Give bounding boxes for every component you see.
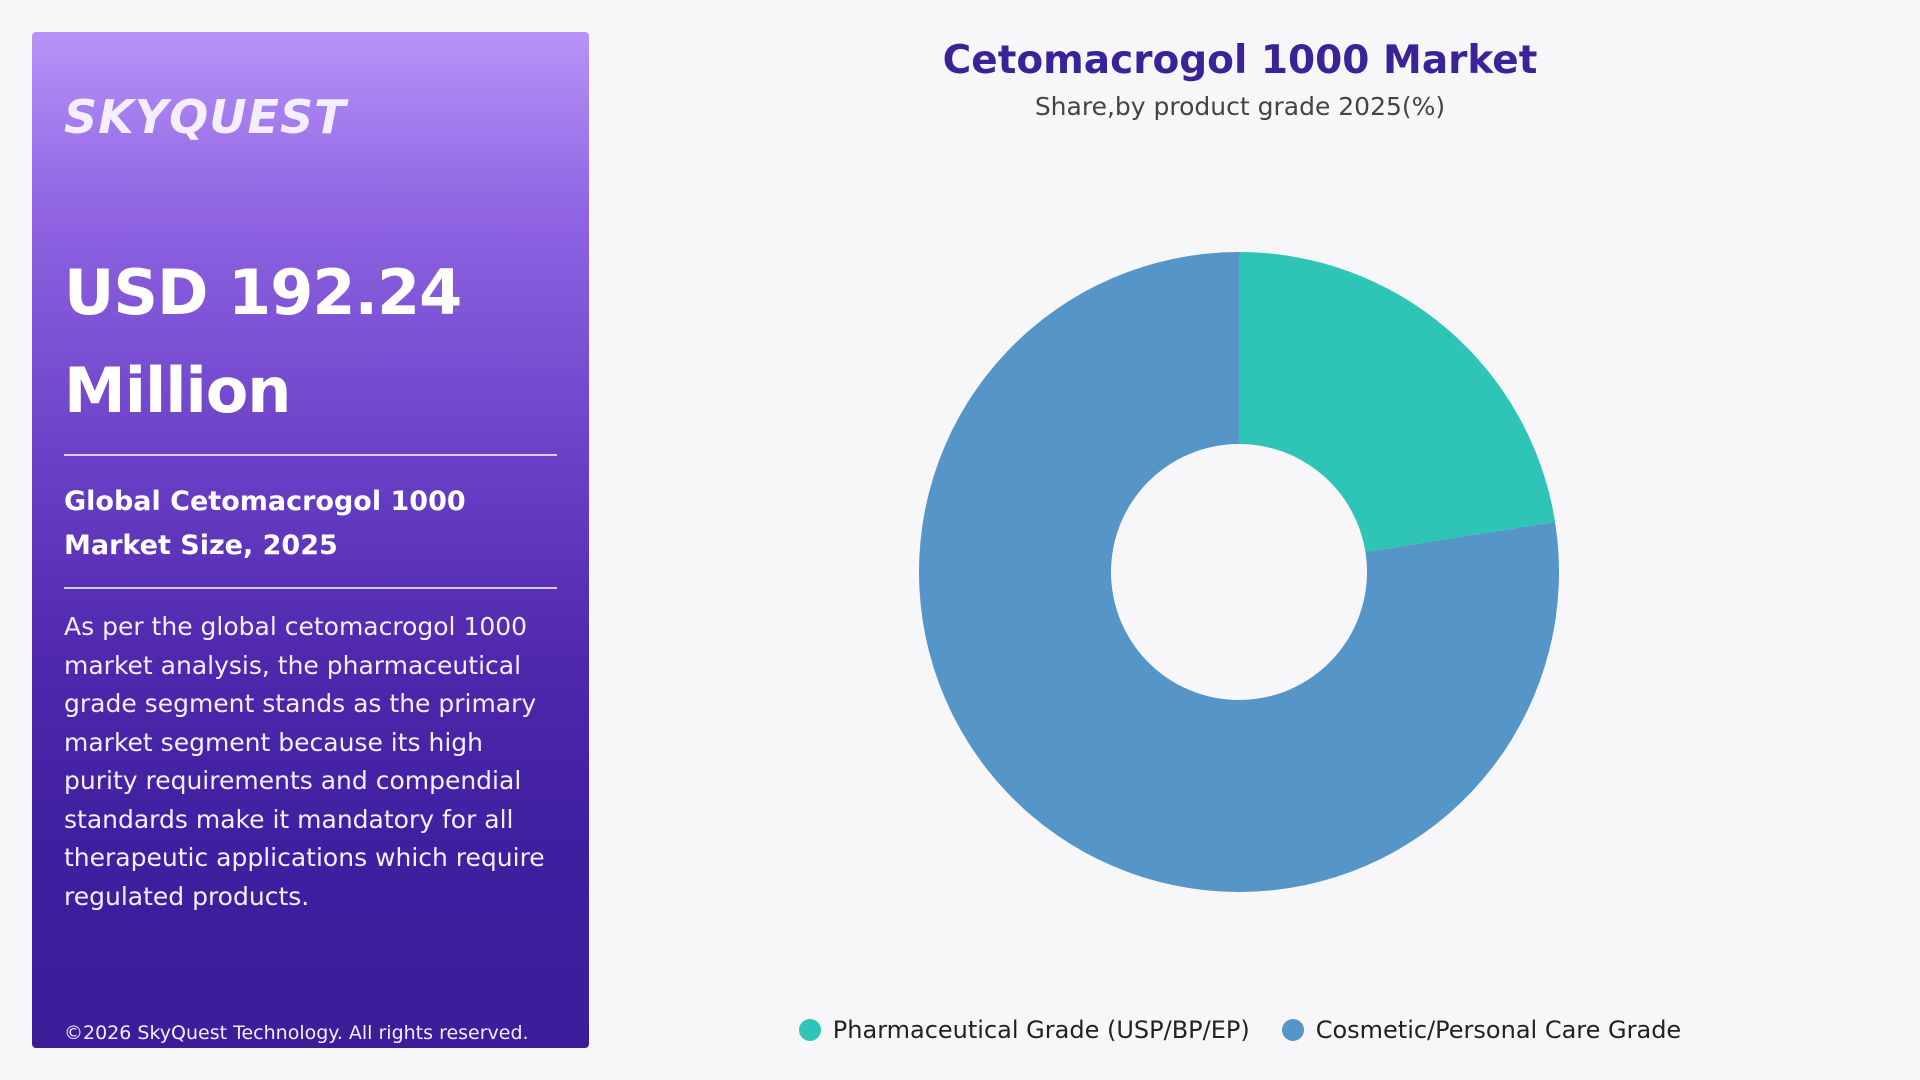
legend-swatch-1: [798, 1019, 821, 1041]
donut-slice-2: [919, 252, 1559, 893]
copyright-notice: ©2026 SkyQuest Technology. All rights re…: [64, 1022, 529, 1044]
chart-legend: Pharmaceutical Grade (USP/BP/EP) Cosmetic…: [640, 1016, 1840, 1044]
legend-item-2: Cosmetic/Personal Care Grade: [1281, 1016, 1682, 1044]
donut-slice-1: [1239, 252, 1556, 552]
legend-label-2: Cosmetic/Personal Care Grade: [1315, 1016, 1682, 1044]
market-size-label: Global Cetomacrogol 1000 Market Size, 20…: [64, 486, 466, 561]
market-description: As per the global cetomacrogol 1000 mark…: [64, 612, 545, 911]
skyquest-logo: SKYQUEST: [64, 90, 347, 144]
legend-item-1: Pharmaceutical Grade (USP/BP/EP): [798, 1016, 1250, 1044]
donut-chart: [919, 252, 1559, 893]
divider-top: [64, 454, 557, 456]
legend-swatch-2: [1281, 1019, 1304, 1041]
chart-subtitle: Share,by product grade 2025(%): [1034, 92, 1446, 121]
market-size-value: USD 192.24 Million: [64, 256, 462, 427]
summary-panel: SKYQUEST USD 192.24 Million Global Cetom…: [32, 32, 589, 1048]
divider-bottom: [64, 587, 557, 589]
chart-title: Cetomacrogol 1000 Market: [942, 38, 1538, 83]
legend-label-1: Pharmaceutical Grade (USP/BP/EP): [832, 1016, 1250, 1044]
